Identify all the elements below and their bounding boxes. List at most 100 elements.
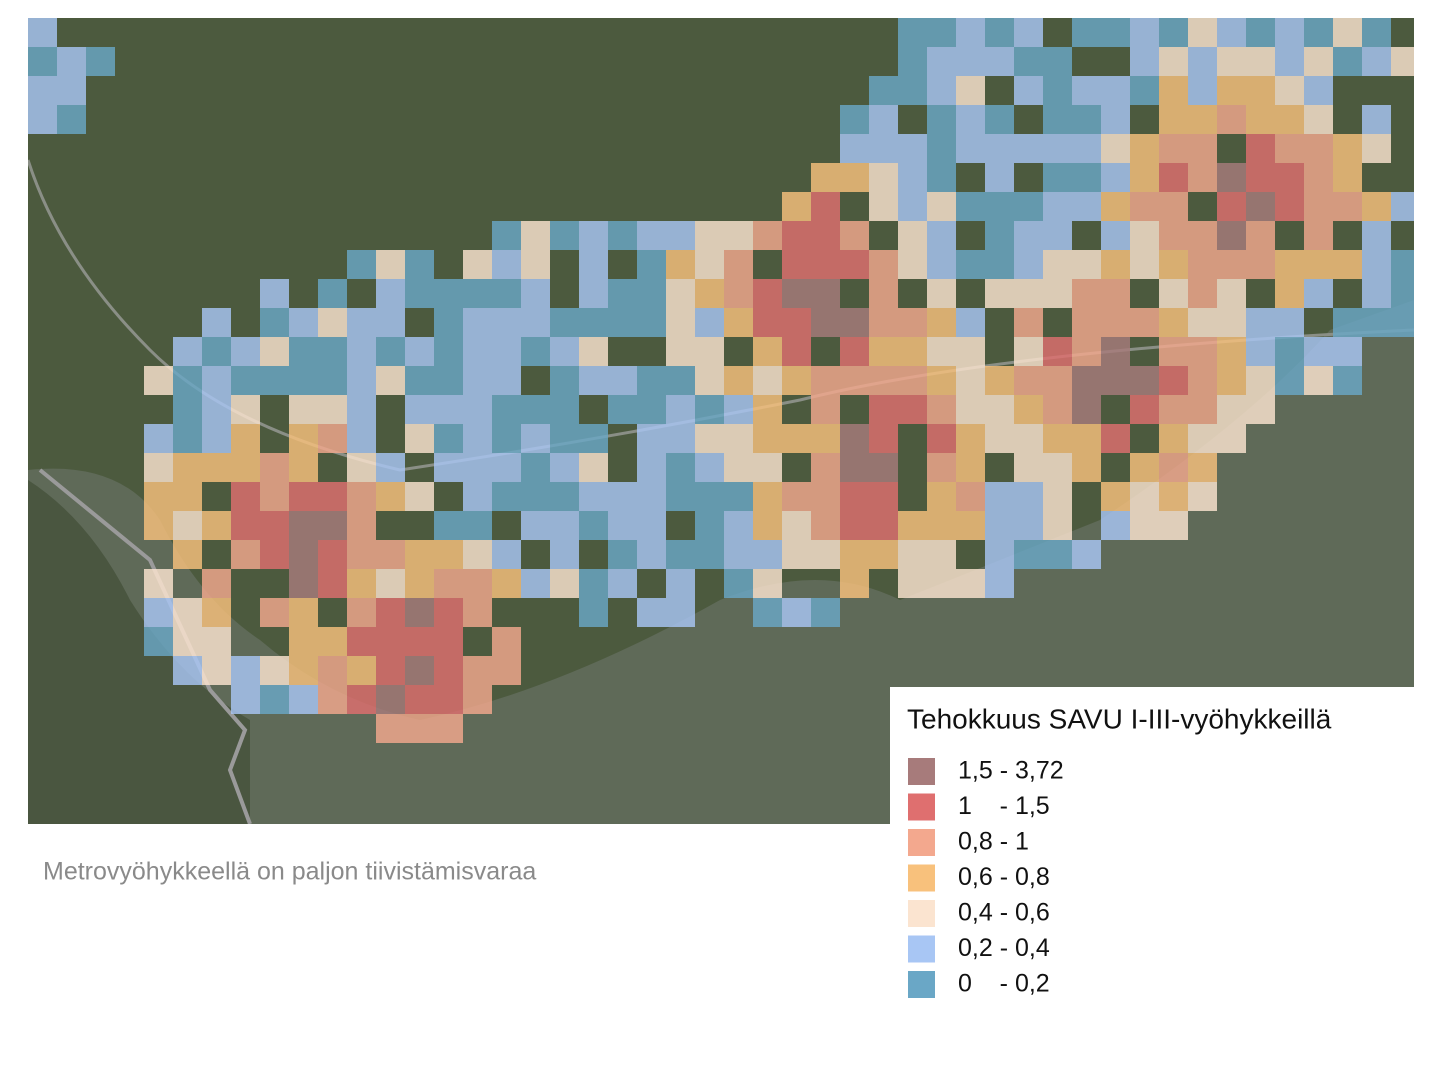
grid-cell xyxy=(1159,76,1188,105)
grid-cell xyxy=(202,569,231,598)
grid-cell xyxy=(1072,424,1101,453)
grid-cell xyxy=(1362,279,1391,308)
grid-cell xyxy=(202,395,231,424)
grid-cell xyxy=(405,337,434,366)
grid-cell xyxy=(579,337,608,366)
grid-cell xyxy=(1159,308,1188,337)
grid-cell xyxy=(811,511,840,540)
grid-cell xyxy=(318,656,347,685)
grid-cell xyxy=(840,221,869,250)
grid-cell xyxy=(811,366,840,395)
grid-cell xyxy=(376,279,405,308)
grid-cell xyxy=(492,656,521,685)
grid-cell xyxy=(1333,47,1362,76)
grid-cell xyxy=(724,366,753,395)
grid-cell xyxy=(927,395,956,424)
grid-cell xyxy=(782,250,811,279)
grid-cell xyxy=(666,279,695,308)
grid-cell xyxy=(1275,163,1304,192)
grid-cell xyxy=(1014,337,1043,366)
grid-cell xyxy=(347,453,376,482)
grid-cell xyxy=(1101,105,1130,134)
grid-cell xyxy=(492,250,521,279)
grid-cell xyxy=(579,221,608,250)
grid-cell xyxy=(1159,511,1188,540)
grid-cell xyxy=(376,598,405,627)
grid-cell xyxy=(666,337,695,366)
grid-cell xyxy=(1362,250,1391,279)
grid-cell xyxy=(811,453,840,482)
grid-cell xyxy=(260,308,289,337)
grid-cell xyxy=(1304,221,1333,250)
grid-cell xyxy=(1188,18,1217,47)
grid-cell xyxy=(1333,192,1362,221)
grid-cell xyxy=(144,424,173,453)
grid-cell xyxy=(1333,308,1362,337)
grid-cell xyxy=(869,482,898,511)
grid-cell xyxy=(1246,134,1275,163)
grid-cell xyxy=(1130,250,1159,279)
grid-cell xyxy=(695,366,724,395)
grid-cell xyxy=(144,366,173,395)
grid-cell xyxy=(782,366,811,395)
grid-cell xyxy=(840,540,869,569)
grid-cell xyxy=(1246,192,1275,221)
grid-cell xyxy=(927,279,956,308)
grid-cell xyxy=(695,250,724,279)
grid-cell xyxy=(1362,308,1391,337)
grid-cell xyxy=(1217,76,1246,105)
grid-cell xyxy=(1188,163,1217,192)
grid-cell xyxy=(1246,366,1275,395)
grid-cell xyxy=(1246,308,1275,337)
grid-cell xyxy=(405,366,434,395)
grid-cell xyxy=(724,279,753,308)
grid-cell xyxy=(1304,163,1333,192)
grid-cell xyxy=(898,18,927,47)
grid-cell xyxy=(724,453,753,482)
grid-cell xyxy=(1304,279,1333,308)
grid-cell xyxy=(1304,250,1333,279)
grid-cell xyxy=(1101,337,1130,366)
grid-cell xyxy=(753,337,782,366)
grid-cell xyxy=(898,163,927,192)
caption: Metrovyöhykkeellä on paljon tiivistämisv… xyxy=(43,858,536,886)
grid-cell xyxy=(1072,395,1101,424)
grid-cell xyxy=(173,540,202,569)
grid-cell xyxy=(231,453,260,482)
legend-label: 0,6 - 0,8 xyxy=(958,863,1050,891)
grid-cell xyxy=(202,656,231,685)
grid-cell xyxy=(1362,221,1391,250)
grid-cell xyxy=(1014,134,1043,163)
grid-cell xyxy=(57,76,86,105)
grid-cell xyxy=(347,395,376,424)
grid-cell xyxy=(927,453,956,482)
grid-cell xyxy=(782,424,811,453)
grid-cell xyxy=(1014,511,1043,540)
grid-cell xyxy=(1304,192,1333,221)
grid-cell xyxy=(695,511,724,540)
grid-cell xyxy=(260,366,289,395)
grid-cell xyxy=(637,221,666,250)
grid-cell xyxy=(724,308,753,337)
grid-cell xyxy=(231,424,260,453)
grid-cell xyxy=(376,569,405,598)
grid-cell xyxy=(782,511,811,540)
grid-cell xyxy=(173,424,202,453)
grid-cell xyxy=(927,569,956,598)
grid-cell xyxy=(492,366,521,395)
grid-cell xyxy=(1101,163,1130,192)
grid-cell xyxy=(434,279,463,308)
grid-cell xyxy=(318,337,347,366)
grid-cell xyxy=(927,47,956,76)
grid-cell xyxy=(898,511,927,540)
grid-cell xyxy=(840,250,869,279)
grid-cell xyxy=(173,453,202,482)
grid-cell xyxy=(637,511,666,540)
grid-cell xyxy=(463,395,492,424)
grid-cell xyxy=(869,105,898,134)
grid-cell xyxy=(1014,482,1043,511)
grid-cell xyxy=(318,627,347,656)
grid-cell xyxy=(434,511,463,540)
grid-cell xyxy=(347,656,376,685)
grid-cell xyxy=(521,337,550,366)
